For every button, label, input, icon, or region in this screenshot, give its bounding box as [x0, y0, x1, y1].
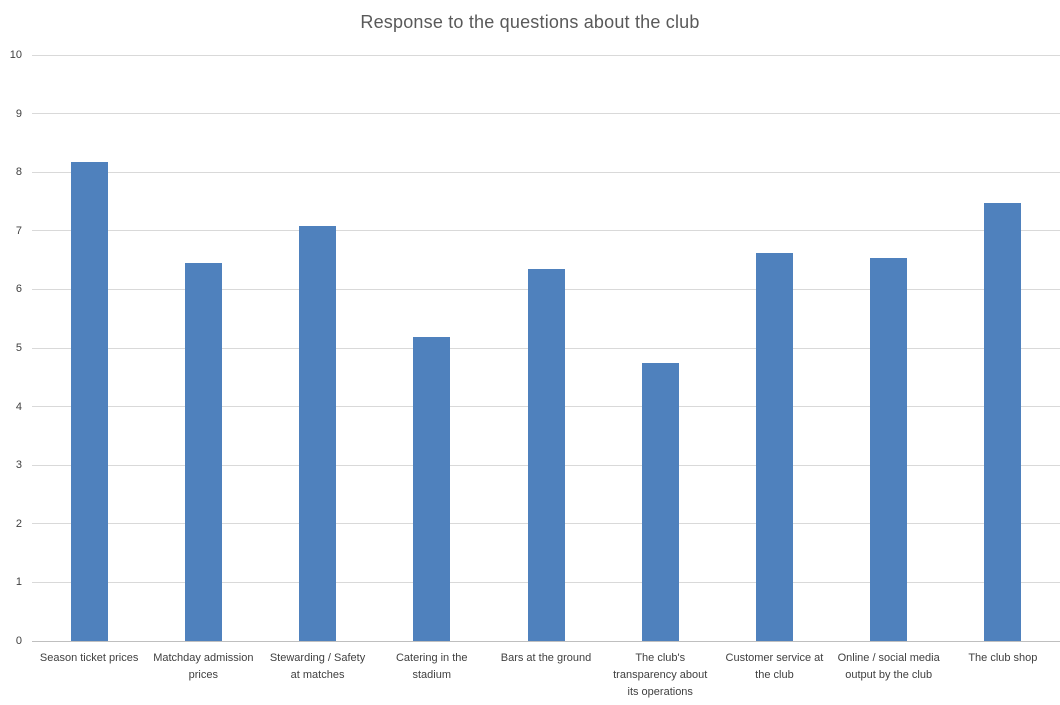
bar-4[interactable]	[413, 336, 451, 641]
x-category-label: The club's transparency about its operat…	[613, 652, 708, 698]
chart-title: Response to the questions about the club	[360, 12, 700, 32]
bar-9[interactable]	[984, 203, 1022, 641]
bar-5[interactable]	[527, 268, 565, 641]
y-tick-label: 2	[15, 517, 22, 530]
gridline	[32, 113, 1060, 115]
y-tick-label: 10	[9, 49, 22, 61]
y-tick-label: 3	[15, 459, 22, 472]
x-category-label: Bars at the ground	[500, 652, 592, 664]
x-axis-line	[32, 640, 1060, 642]
x-category-label: Catering in the stadium	[395, 652, 468, 681]
bar-8[interactable]	[870, 258, 908, 641]
bar-2[interactable]	[184, 263, 222, 641]
y-tick-label: 1	[15, 576, 22, 589]
bar-7[interactable]	[755, 253, 793, 641]
x-category-label: The club shop	[968, 652, 1038, 664]
y-tick-label: 9	[15, 107, 22, 120]
y-tick-label: 0	[15, 635, 22, 647]
x-category-label: Stewarding / Safety at matches	[269, 652, 366, 681]
gridline	[32, 54, 1060, 56]
gridline	[32, 230, 1060, 232]
y-tick-label: 8	[15, 166, 22, 179]
x-category-label: Customer service at the club	[725, 652, 824, 681]
x-category-label: Online / social media output by the club	[837, 652, 940, 681]
bar-3[interactable]	[299, 225, 337, 641]
gridline	[32, 171, 1060, 173]
x-category-label: Season ticket prices	[39, 652, 139, 664]
bar-1[interactable]	[70, 161, 108, 641]
bar-6[interactable]	[641, 363, 679, 641]
y-tick-label: 4	[15, 400, 22, 413]
y-tick-label: 6	[15, 283, 22, 296]
x-category-label: Matchday admission prices	[153, 652, 254, 681]
y-tick-label: 7	[15, 224, 22, 237]
y-tick-label: 5	[15, 342, 22, 354]
